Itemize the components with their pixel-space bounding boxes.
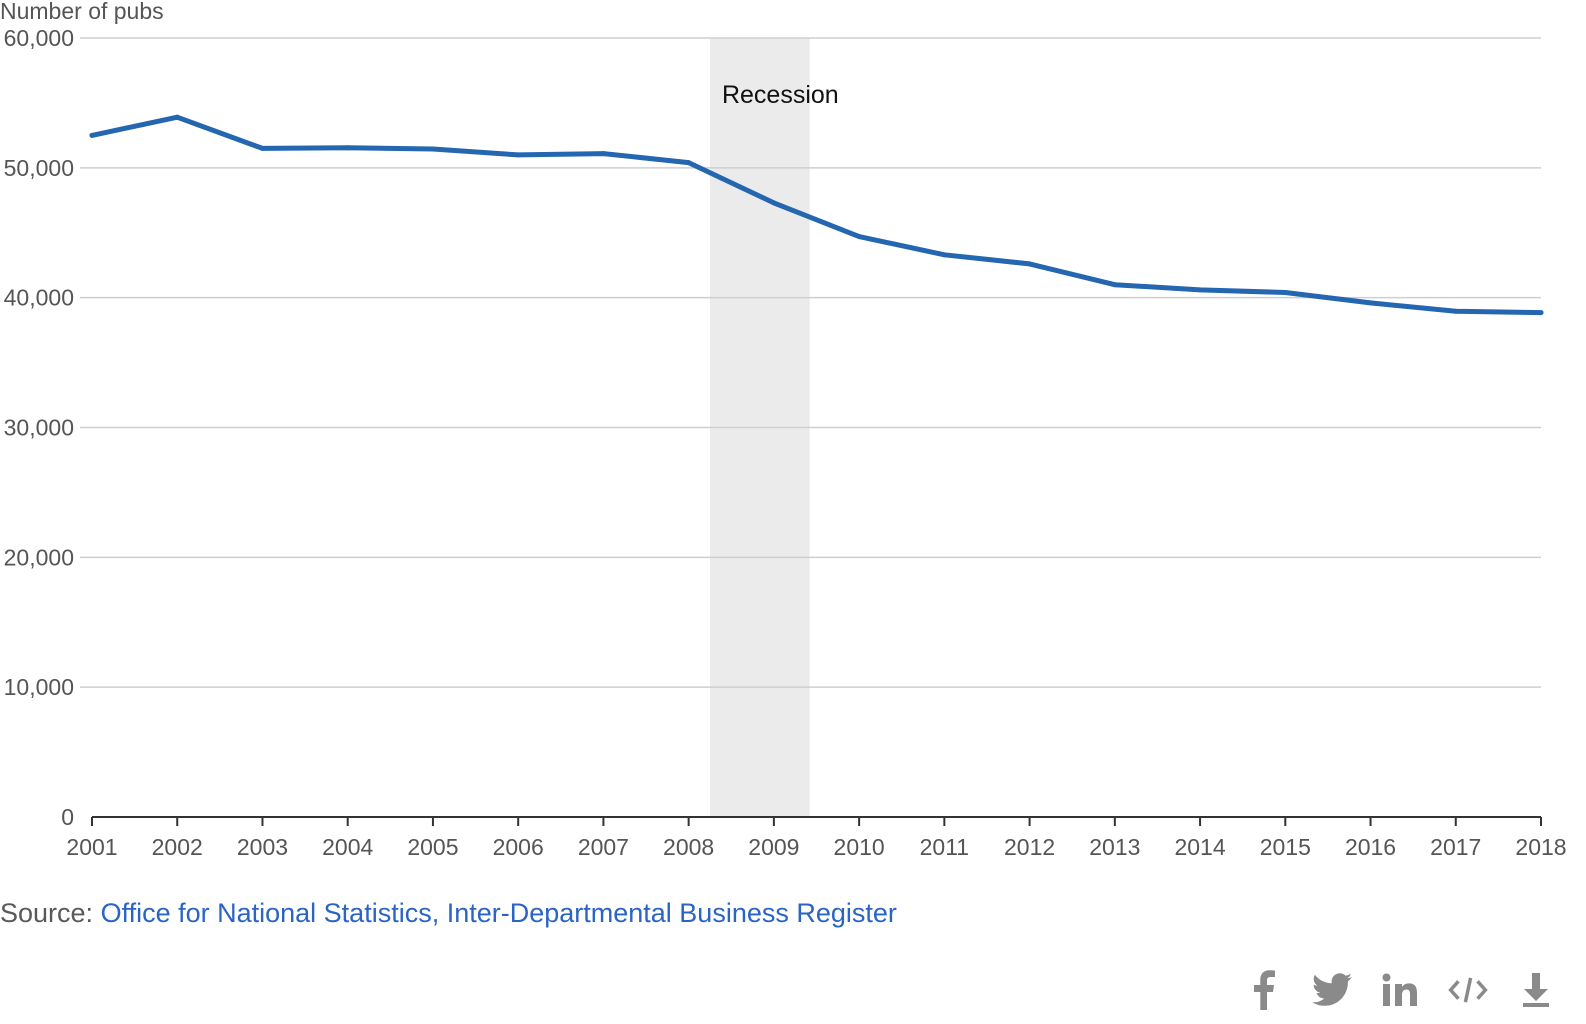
source-prefix: Source: xyxy=(0,898,101,928)
y-axis-title: Number of pubs xyxy=(0,0,164,24)
download-icon[interactable] xyxy=(1516,970,1556,1010)
data-point xyxy=(89,132,95,138)
linkedin-icon[interactable] xyxy=(1380,970,1420,1010)
facebook-icon[interactable] xyxy=(1244,970,1284,1010)
x-tick-label: 2007 xyxy=(578,834,629,860)
gridlines xyxy=(80,37,1541,688)
x-tick-label: 2011 xyxy=(920,834,969,860)
data-point xyxy=(856,234,862,240)
data-point xyxy=(600,151,606,157)
x-tick-label: 2009 xyxy=(748,834,799,860)
y-tick-label: 60,000 xyxy=(4,25,74,51)
x-tick-label: 2015 xyxy=(1260,834,1311,860)
x-tick-label: 2013 xyxy=(1089,834,1140,860)
twitter-icon[interactable] xyxy=(1312,970,1352,1010)
x-tick-label: 2018 xyxy=(1515,834,1566,860)
y-tick-label: 20,000 xyxy=(4,544,74,570)
x-tick-label: 2008 xyxy=(663,834,714,860)
recession-label: Recession xyxy=(722,81,839,109)
y-tick-label: 40,000 xyxy=(4,285,74,311)
data-point xyxy=(1453,308,1459,314)
data-point xyxy=(1538,310,1544,316)
x-tick-label: 2014 xyxy=(1174,834,1225,860)
data-point xyxy=(1368,300,1374,306)
x-tick-label: 2005 xyxy=(407,834,458,860)
source-link[interactable]: Office for National Statistics, Inter-De… xyxy=(100,898,897,928)
data-point xyxy=(1197,287,1203,293)
x-tick-label: 2002 xyxy=(152,834,203,860)
data-point xyxy=(430,146,436,152)
data-point xyxy=(941,252,947,258)
axes: 0 10,000 20,000 30,000 40,000 50,000 60,000 200… xyxy=(4,25,1567,860)
series-layer xyxy=(89,114,1544,316)
data-point xyxy=(345,145,351,151)
data-point xyxy=(686,160,692,166)
x-tick-label: 2003 xyxy=(237,834,288,860)
data-point xyxy=(771,200,777,206)
x-tick-label: 2016 xyxy=(1345,834,1396,860)
chart-labels: Recession Number of pubs xyxy=(0,0,839,109)
data-point xyxy=(1112,282,1118,288)
embed-icon[interactable] xyxy=(1448,970,1488,1010)
y-tick-label: 0 xyxy=(61,804,74,830)
x-tick-label: 2017 xyxy=(1430,834,1481,860)
x-tick-label: 2012 xyxy=(1004,834,1055,860)
y-tick-label: 10,000 xyxy=(4,674,74,700)
source-line: Source: Office for National Statistics, … xyxy=(0,898,897,929)
data-point xyxy=(515,152,521,158)
x-tick-label: 2010 xyxy=(834,834,885,860)
data-point xyxy=(174,114,180,120)
y-tick-label: 50,000 xyxy=(4,155,74,181)
series-line xyxy=(89,114,1544,316)
x-tick-label: 2004 xyxy=(322,834,373,860)
line-chart: 0 10,000 20,000 30,000 40,000 50,000 60,000 200… xyxy=(0,0,1567,860)
x-tick-label: 2006 xyxy=(493,834,544,860)
y-tick-label: 30,000 xyxy=(4,415,74,441)
data-point xyxy=(1027,261,1033,267)
x-tick-label: 2001 xyxy=(66,834,117,860)
share-bar xyxy=(1244,970,1556,1010)
data-point xyxy=(259,145,265,151)
data-point xyxy=(1282,289,1288,295)
